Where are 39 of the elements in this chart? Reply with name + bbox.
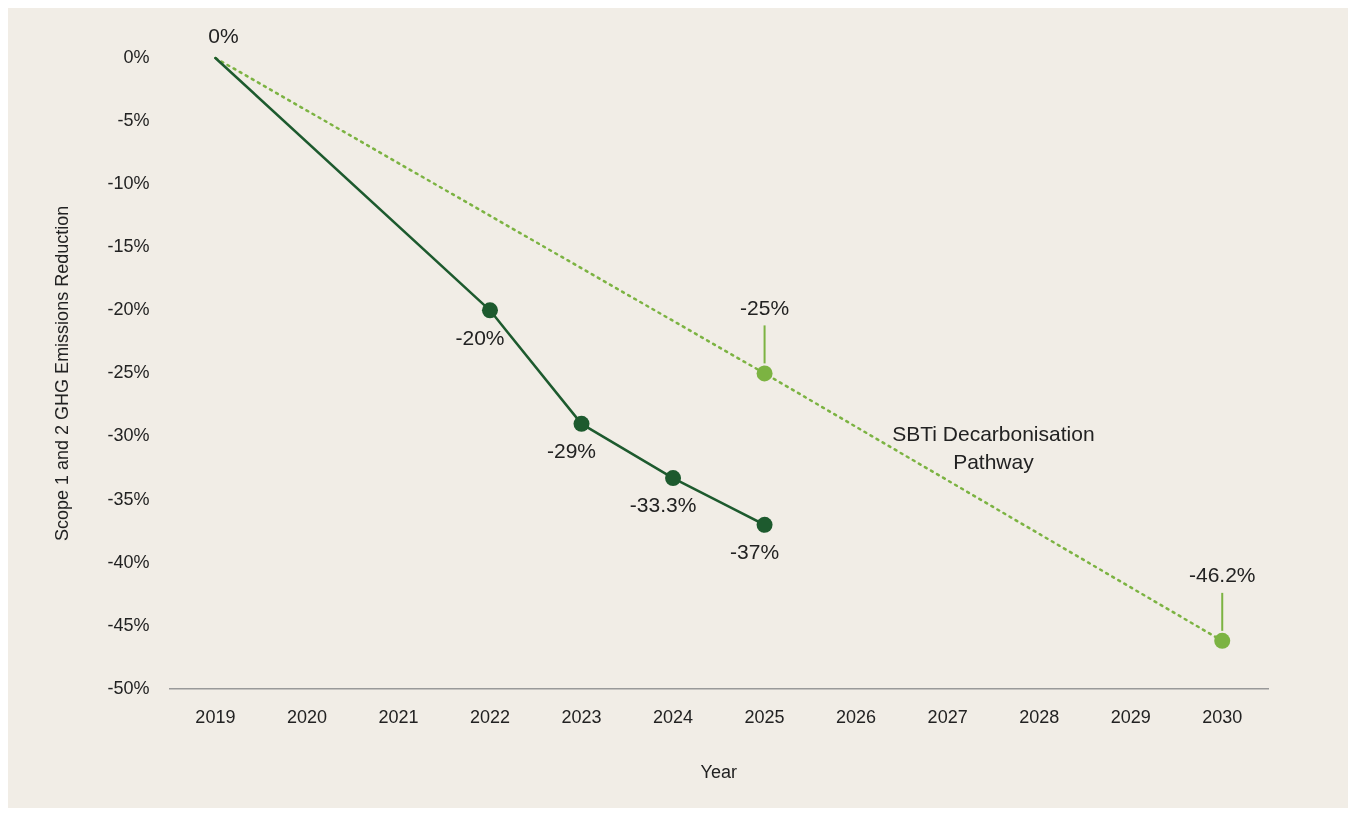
x-tick-label: 2028: [1019, 706, 1060, 727]
data-label: -25%: [740, 295, 790, 319]
x-tick-label: 2024: [653, 706, 694, 727]
y-tick-label: -50%: [107, 677, 150, 698]
data-label: -20%: [455, 325, 505, 349]
x-tick-label: 2026: [836, 706, 877, 727]
x-tick-label: 2019: [195, 706, 236, 727]
x-tick-label: 2030: [1202, 706, 1243, 727]
series-label: SBTi Decarbonisation Pathway: [892, 421, 1095, 473]
y-tick-label: -20%: [107, 299, 150, 320]
x-axis-title: Year: [700, 762, 737, 783]
y-axis-title: Scope 1 and 2 GHG Emissions Reduction: [51, 205, 72, 541]
x-tick-label: 2023: [561, 706, 602, 727]
x-tick-label: 2020: [286, 706, 327, 727]
y-tick-label: -10%: [107, 173, 150, 194]
data-label: -33.3%: [629, 493, 697, 517]
x-tick-label: 2021: [378, 706, 419, 727]
point: [481, 302, 498, 319]
y-tick-label: -25%: [107, 362, 150, 383]
data-label: -37%: [730, 540, 780, 564]
data-label: -46.2%: [1188, 563, 1256, 587]
y-tick-label: -5%: [117, 110, 150, 131]
y-tick-label: -40%: [107, 551, 150, 572]
point: [665, 470, 682, 487]
y-tick-label: -30%: [107, 425, 150, 446]
x-tick-label: 2027: [927, 706, 968, 727]
y-tick-label: 0%: [123, 46, 150, 67]
x-tick-label: 2022: [469, 706, 510, 727]
point: [756, 365, 773, 382]
point: [573, 415, 590, 432]
y-tick-label: -35%: [107, 488, 150, 509]
y-tick-label: -45%: [107, 614, 150, 635]
annotation: 0%: [208, 24, 239, 48]
y-tick-label: -15%: [107, 236, 150, 257]
x-tick-label: 2029: [1110, 706, 1151, 727]
point: [756, 516, 773, 533]
data-label: -29%: [547, 439, 597, 463]
x-tick-label: 2025: [744, 706, 785, 727]
point: [1214, 632, 1231, 649]
